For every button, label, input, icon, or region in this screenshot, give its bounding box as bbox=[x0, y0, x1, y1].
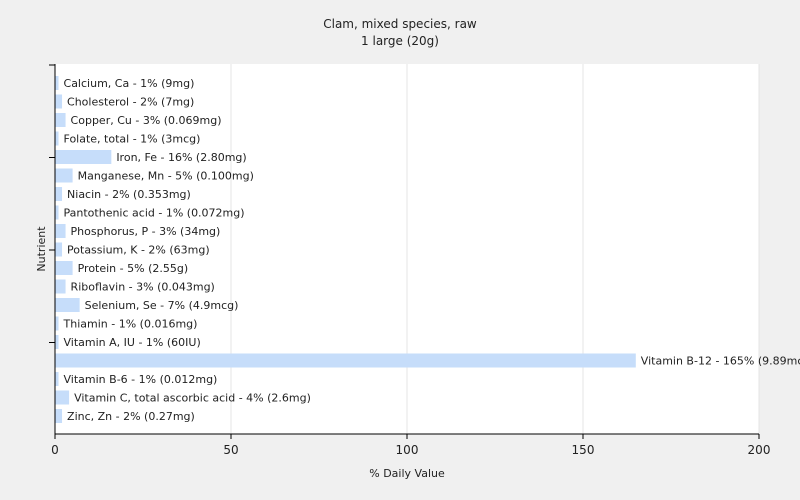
bar bbox=[55, 298, 80, 312]
bar-label: Copper, Cu - 3% (0.069mg) bbox=[71, 114, 222, 127]
x-tick-label: 50 bbox=[223, 443, 238, 457]
bar bbox=[55, 409, 63, 423]
bar bbox=[55, 279, 66, 294]
bar-label: Pantothenic acid - 1% (0.072mg) bbox=[64, 207, 245, 220]
bar bbox=[55, 316, 59, 331]
bar-label: Vitamin C, total ascorbic acid - 4% (2.6… bbox=[74, 392, 311, 405]
axes: 0 50 100 150 200 bbox=[49, 64, 770, 457]
y-axis-title: Nutrient bbox=[35, 226, 48, 272]
bar bbox=[55, 261, 73, 275]
bar-label: Protein - 5% (2.55g) bbox=[78, 262, 189, 275]
bar bbox=[55, 76, 59, 90]
chart-title: Clam, mixed species, raw bbox=[323, 17, 477, 31]
bar-label: Vitamin B-6 - 1% (0.012mg) bbox=[64, 373, 218, 386]
grid-lines bbox=[230, 64, 760, 434]
bar bbox=[55, 335, 59, 349]
bar bbox=[55, 187, 63, 201]
bar-label: Iron, Fe - 16% (2.80mg) bbox=[116, 151, 246, 164]
chart-title-block: Clam, mixed species, raw 1 large (20g) bbox=[0, 16, 800, 50]
x-tick-label: 200 bbox=[748, 443, 771, 457]
bar-label: Potassium, K - 2% (63mg) bbox=[67, 244, 210, 257]
bar-label: Calcium, Ca - 1% (9mg) bbox=[64, 77, 195, 90]
bar bbox=[55, 113, 66, 127]
bar bbox=[55, 353, 636, 368]
bar bbox=[55, 224, 66, 238]
bar bbox=[55, 205, 59, 220]
bar-label: Cholesterol - 2% (7mg) bbox=[67, 96, 194, 109]
bars: Calcium, Ca - 1% (9mg) Cholesterol - 2% (… bbox=[55, 76, 800, 423]
bar bbox=[55, 168, 73, 183]
bar bbox=[55, 150, 112, 164]
bar bbox=[55, 242, 63, 257]
x-tick-label: 150 bbox=[572, 443, 595, 457]
bar bbox=[55, 390, 70, 405]
chart-subtitle: 1 large (20g) bbox=[361, 34, 439, 48]
bar-label: Folate, total - 1% (3mcg) bbox=[64, 133, 201, 146]
x-tick-label: 0 bbox=[51, 443, 59, 457]
bar-label: Vitamin A, IU - 1% (60IU) bbox=[64, 336, 201, 349]
bar-label: Phosphorus, P - 3% (34mg) bbox=[71, 225, 221, 238]
bar-label: Riboflavin - 3% (0.043mg) bbox=[71, 281, 215, 294]
x-axis-title: % Daily Value bbox=[369, 467, 445, 480]
bar-label: Manganese, Mn - 5% (0.100mg) bbox=[78, 170, 254, 183]
bar bbox=[55, 94, 63, 109]
bar bbox=[55, 372, 59, 386]
bar-label: Thiamin - 1% (0.016mg) bbox=[63, 318, 198, 331]
bar-label: Niacin - 2% (0.353mg) bbox=[67, 188, 191, 201]
bar-label: Zinc, Zn - 2% (0.27mg) bbox=[67, 410, 195, 423]
bar-label: Selenium, Se - 7% (4.9mcg) bbox=[85, 299, 239, 312]
bar bbox=[55, 131, 59, 146]
bar-label: Vitamin B-12 - 165% (9.89mcg) bbox=[641, 355, 800, 368]
x-tick-label: 100 bbox=[396, 443, 419, 457]
